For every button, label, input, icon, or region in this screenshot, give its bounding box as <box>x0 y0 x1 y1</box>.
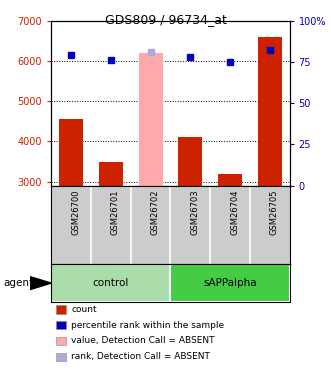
Bar <box>170 264 290 302</box>
Text: count: count <box>71 305 97 314</box>
Text: GSM26703: GSM26703 <box>190 190 199 235</box>
Bar <box>258 37 282 302</box>
Bar <box>59 119 83 302</box>
Text: GSM26702: GSM26702 <box>151 190 160 235</box>
Text: GSM26704: GSM26704 <box>230 190 239 235</box>
Text: control: control <box>93 278 129 288</box>
Text: value, Detection Call = ABSENT: value, Detection Call = ABSENT <box>71 336 215 345</box>
Bar <box>218 174 242 302</box>
Text: GSM26700: GSM26700 <box>71 190 80 235</box>
Bar <box>178 137 202 302</box>
Polygon shape <box>30 277 51 290</box>
Text: agent: agent <box>3 278 33 288</box>
Text: GSM26705: GSM26705 <box>270 190 279 235</box>
Bar <box>99 162 123 302</box>
Text: sAPPalpha: sAPPalpha <box>203 278 257 288</box>
Text: GSM26701: GSM26701 <box>111 190 120 235</box>
Text: percentile rank within the sample: percentile rank within the sample <box>71 321 224 330</box>
Bar <box>139 53 163 302</box>
Bar <box>51 264 170 302</box>
Text: GDS809 / 96734_at: GDS809 / 96734_at <box>105 13 226 26</box>
Text: rank, Detection Call = ABSENT: rank, Detection Call = ABSENT <box>71 352 210 361</box>
